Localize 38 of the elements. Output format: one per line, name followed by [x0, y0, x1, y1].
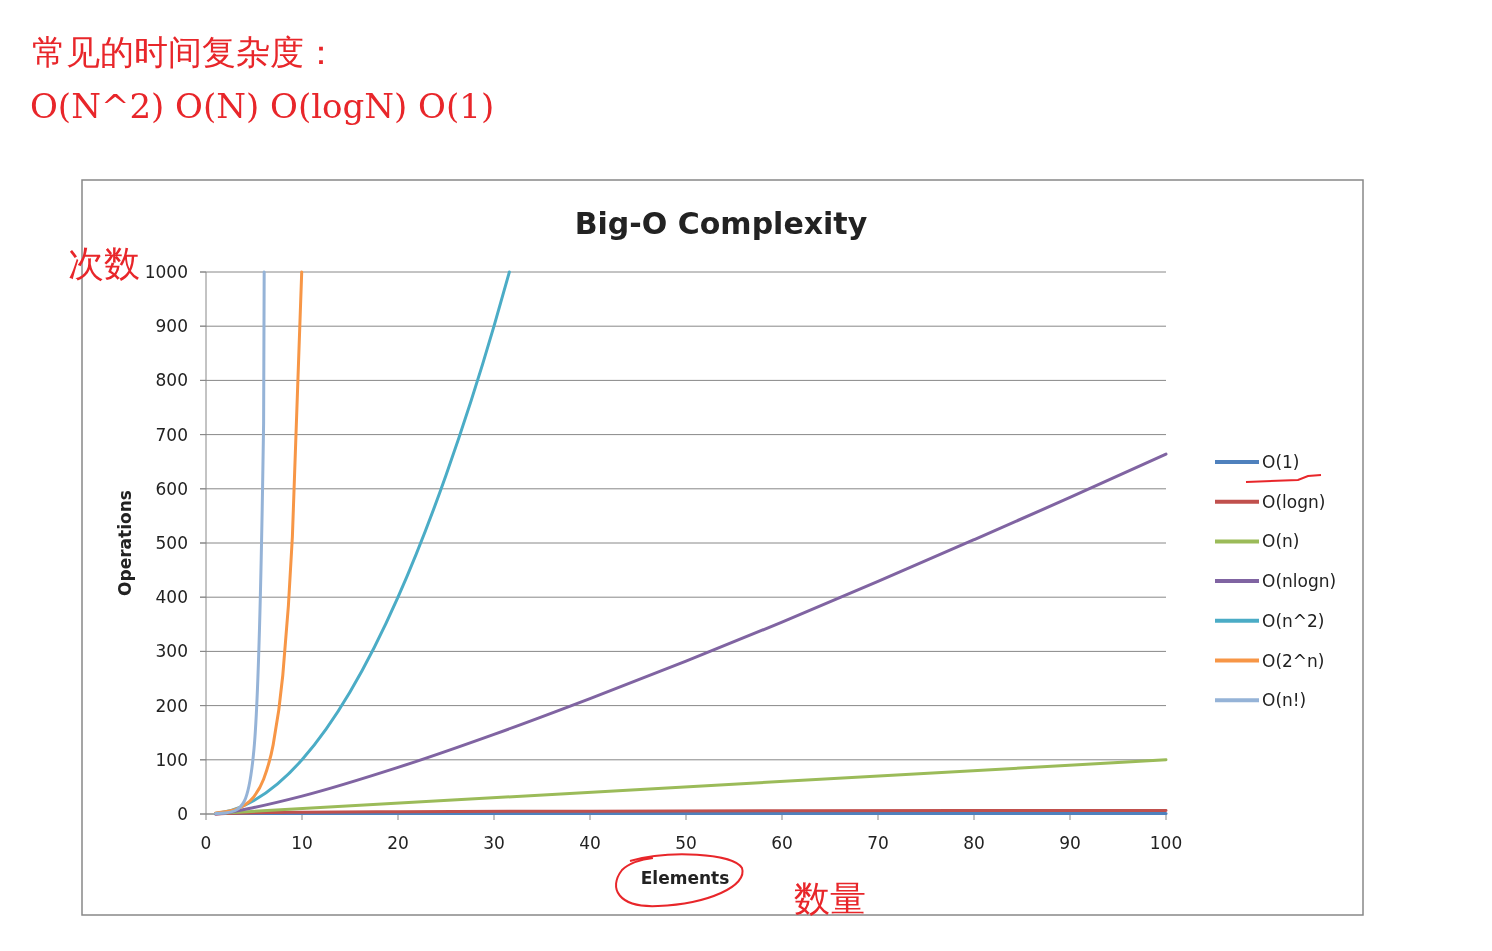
y-tick-label: 500 [155, 533, 188, 553]
x-tick-label: 30 [483, 833, 505, 853]
y-tick-label: 1000 [144, 262, 188, 282]
y-tick-label: 600 [155, 478, 188, 499]
legend-label: O(n^2) [1262, 610, 1325, 631]
legend-label: O(logn) [1262, 491, 1326, 512]
line-series [214, 270, 266, 815]
x-tick-label: 0 [200, 833, 212, 853]
text: 次数 [68, 243, 140, 284]
legend-label: O(1) [1262, 452, 1300, 472]
x-tick-label: 60 [771, 833, 793, 853]
y-tick-label: 200 [155, 695, 188, 716]
y-tick-label: 100 [155, 749, 188, 770]
x-tick-label: 10 [291, 833, 313, 853]
legend-label: O(nlogn) [1262, 571, 1337, 592]
legend-label: O(n!) [1262, 690, 1307, 711]
y-tick-label: 900 [155, 316, 188, 337]
y-tick-label: 400 [155, 587, 188, 608]
line-series [214, 270, 304, 815]
y-tick-label: 700 [155, 424, 188, 445]
x-tick-label: 90 [1059, 833, 1081, 853]
x-tick-label: 40 [579, 833, 601, 853]
y-tick-label: 0 [177, 804, 188, 824]
chart-title: Big-O Complexity [574, 206, 868, 241]
x-tick-label: 80 [963, 833, 985, 853]
x-tick-label: 50 [675, 833, 697, 853]
x-tick-label: 70 [867, 833, 889, 853]
x-tick-label: 100 [1149, 833, 1183, 853]
y-tick-label: 300 [155, 641, 188, 662]
text: 数量 [794, 878, 866, 919]
x-axis-title: Elements [640, 868, 730, 888]
text: O(N^2) O(N) O(logN) O(1) [30, 86, 495, 126]
x-tick-label: 20 [387, 833, 409, 853]
text: 常见的时间复杂度： [32, 32, 338, 72]
legend-label: O(n) [1262, 531, 1300, 552]
y-axis-title: Operations [115, 490, 135, 596]
legend-label: O(2^n) [1262, 650, 1325, 671]
y-tick-label: 800 [155, 370, 188, 391]
